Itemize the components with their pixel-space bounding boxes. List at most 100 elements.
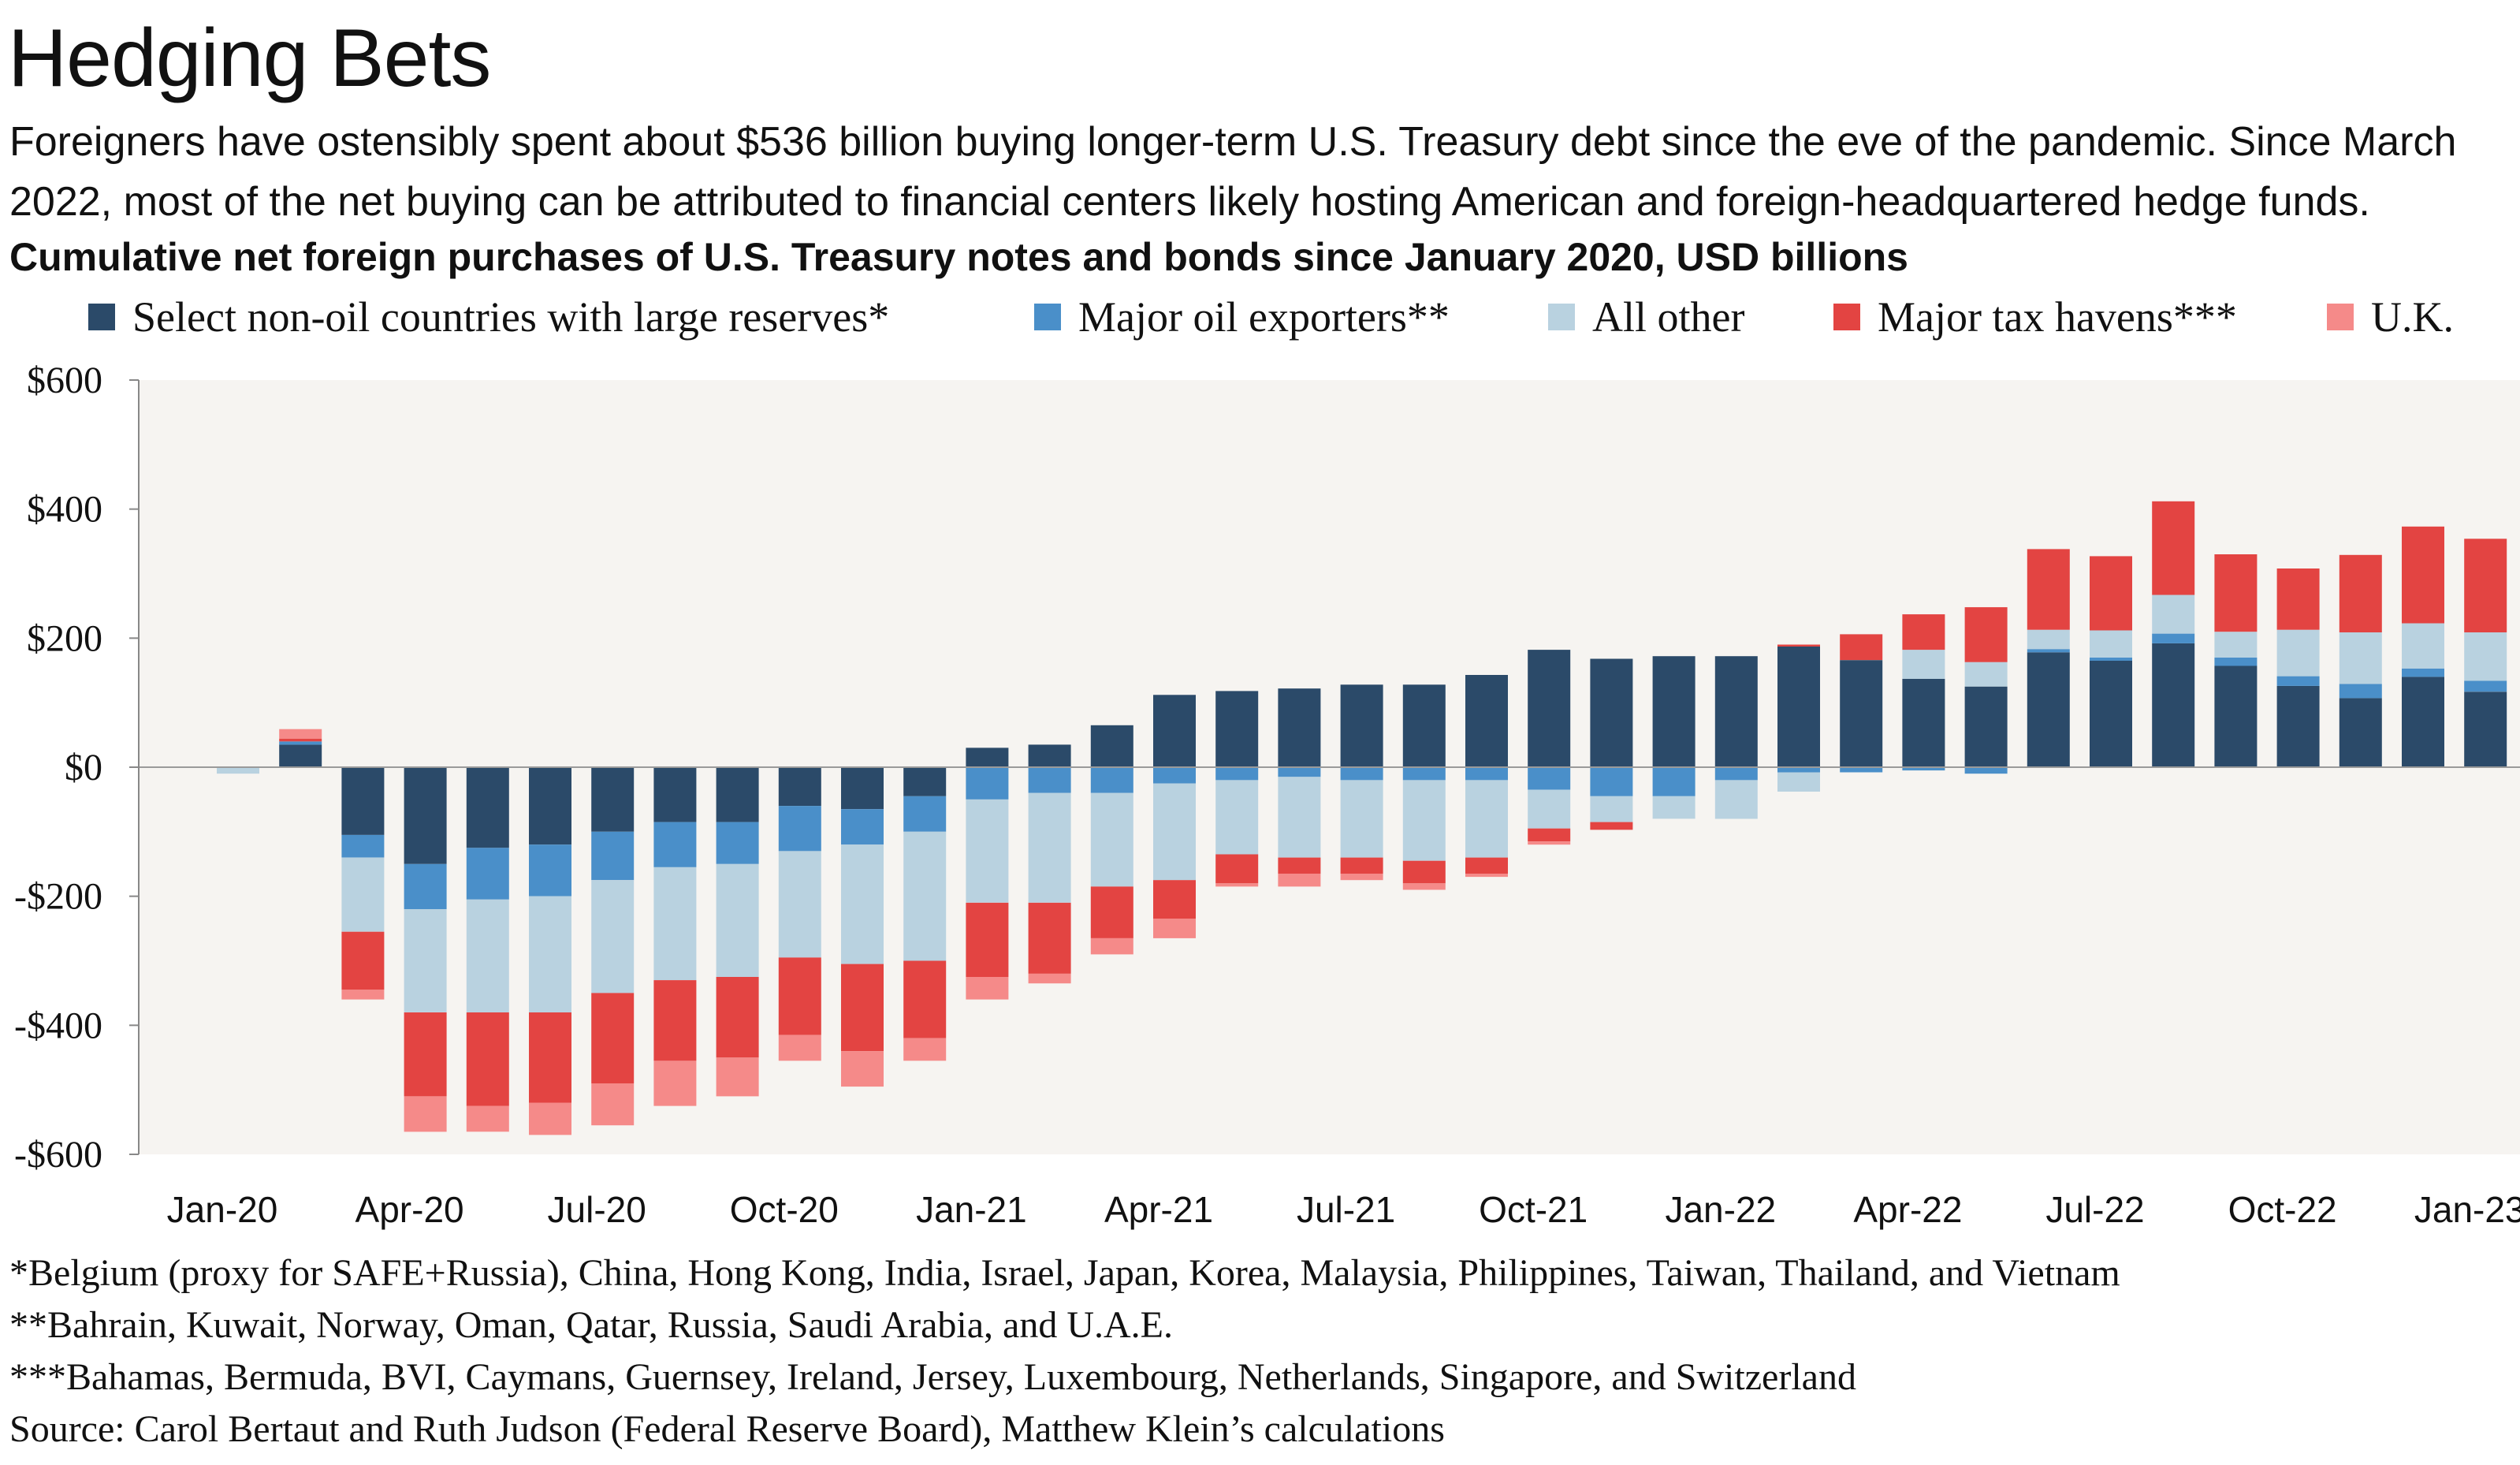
- bar-segment-0-May-22: [1964, 686, 2008, 767]
- bar-segment-3-Sep-21: [1465, 857, 1508, 874]
- bar-segment-4-Apr-20: [404, 1096, 447, 1132]
- bar-segment-1-Sep-21: [1465, 767, 1508, 781]
- bar-segment-3-Feb-21: [1028, 902, 1071, 974]
- bar-segment-4-Jul-21: [1340, 874, 1383, 881]
- bar-segment-3-Apr-21: [1153, 880, 1196, 919]
- y-tick-label: $400: [27, 489, 102, 531]
- bar-segment-2-Sep-22: [2214, 632, 2258, 658]
- bar-segment-3-Nov-21: [1590, 822, 1633, 830]
- y-axis: $600 $400 $200 $0 -$200 -$400 -$600: [14, 360, 139, 1176]
- x-tick-label: Jan-21: [916, 1189, 1027, 1230]
- x-tick-label: Jul-21: [1297, 1189, 1395, 1230]
- bar-segment-1-Oct-21: [1528, 767, 1571, 790]
- bar-segment-1-Dec-20: [903, 796, 947, 832]
- bar-segment-1-Apr-22: [1902, 767, 1945, 771]
- footnote-oil-exporters: **Bahrain, Kuwait, Norway, Oman, Qatar, …: [9, 1304, 1173, 1346]
- x-axis: Jan-20 Apr-20 Jul-20 Oct-20 Jan-21 Apr-21 Jul-…: [167, 1189, 2520, 1230]
- bar-segment-2-Dec-20: [903, 831, 947, 961]
- legend-label-non-oil: Select non-oil countries with large rese…: [132, 293, 890, 341]
- x-tick-label: Jan-20: [167, 1189, 278, 1230]
- bar-segment-2-May-22: [1964, 662, 2008, 687]
- bar-segment-2-May-21: [1215, 780, 1259, 855]
- bar-segment-3-Feb-22: [1777, 644, 1820, 647]
- footnote-non-oil: *Belgium (proxy for SAFE+Russia), China,…: [9, 1252, 2120, 1294]
- bar-segment-2-Mar-21: [1090, 792, 1133, 887]
- bar-segment-4-Jul-20: [591, 1083, 635, 1126]
- bar-segment-1-Sep-20: [716, 822, 759, 864]
- bar-segment-0-Jan-21: [966, 747, 1009, 767]
- bar-segment-3-Feb-20: [279, 739, 322, 742]
- bar-segment-3-Oct-22: [2276, 568, 2320, 630]
- bar-segment-2-Apr-22: [1902, 650, 1945, 679]
- bar-segment-4-Sep-21: [1465, 874, 1508, 878]
- legend-item-tax-havens: Major tax havens***: [1833, 292, 2237, 342]
- bar-segment-3-Aug-20: [653, 980, 697, 1061]
- legend-item-all-other: All other: [1548, 292, 1744, 342]
- bar-segment-4-Jun-21: [1278, 874, 1321, 887]
- bar-segment-3-Jan-21: [966, 902, 1009, 977]
- footnote-tax-havens: ***Bahamas, Bermuda, BVI, Caymans, Guern…: [9, 1356, 1856, 1398]
- bar-segment-3-Oct-20: [778, 957, 821, 1035]
- y-tick-label: $0: [65, 747, 102, 788]
- bar-segment-2-Nov-20: [841, 844, 884, 964]
- bar-segment-0-Oct-21: [1528, 650, 1571, 767]
- y-tick-label: $600: [27, 360, 102, 401]
- bar-segment-1-Nov-22: [2339, 684, 2382, 699]
- bar-segment-0-Jan-22: [1714, 656, 1758, 767]
- bar-segment-3-Aug-21: [1402, 860, 1446, 884]
- bar-segment-0-Jul-22: [2090, 661, 2132, 767]
- bar-segment-1-Aug-21: [1402, 767, 1446, 781]
- bar-segment-0-Sep-21: [1465, 675, 1508, 767]
- bar-segment-4-May-21: [1215, 883, 1259, 887]
- legend-item-oil-exporters: Major oil exporters**: [1034, 292, 1450, 342]
- bar-segment-1-Nov-20: [841, 809, 884, 845]
- bar-segment-2-Sep-21: [1465, 780, 1508, 858]
- chart-title: Hedging Bets: [8, 13, 491, 104]
- y-tick-label: -$400: [14, 1005, 102, 1046]
- bar-segment-0-Mar-21: [1090, 725, 1133, 767]
- bar-segment-2-Apr-21: [1153, 783, 1196, 881]
- x-tick-label: Apr-22: [1853, 1189, 1962, 1230]
- legend-swatch-non-oil: [88, 304, 115, 330]
- bar-segment-3-Oct-21: [1528, 828, 1571, 842]
- bar-segment-4-May-20: [466, 1105, 509, 1132]
- bar-segment-0-Aug-20: [653, 767, 697, 822]
- source-note: Source: Carol Bertaut and Ruth Judson (F…: [9, 1408, 1445, 1450]
- bar-segment-3-Aug-22: [2152, 501, 2195, 595]
- bar-segment-0-Aug-22: [2152, 643, 2195, 767]
- bar-segment-1-Nov-21: [1590, 767, 1633, 796]
- bar-segment-4-Jan-21: [966, 977, 1009, 1000]
- bar-segment-1-Jun-21: [1278, 767, 1321, 777]
- bar-segment-4-Mar-20: [341, 990, 385, 1000]
- bar-segment-0-Aug-21: [1402, 684, 1446, 767]
- bar-segment-0-Apr-22: [1902, 678, 1945, 767]
- bar-segment-0-Jun-21: [1278, 688, 1321, 767]
- bar-segment-3-May-22: [1964, 607, 2008, 662]
- bar-segment-3-Mar-21: [1090, 886, 1133, 938]
- bar-segment-0-Sep-22: [2214, 665, 2258, 767]
- bar-segment-1-May-20: [466, 848, 509, 900]
- bar-segment-3-Jun-21: [1278, 857, 1321, 874]
- y-tick-label: $200: [27, 617, 102, 659]
- bar-segment-1-Jul-22: [2090, 657, 2132, 661]
- legend-swatch-uk: [2327, 304, 2354, 330]
- bar-segment-3-May-20: [466, 1012, 509, 1106]
- bar-segment-4-Nov-20: [841, 1051, 884, 1087]
- bar-segment-1-Dec-22: [2402, 668, 2444, 677]
- bar-segment-0-Dec-20: [903, 767, 947, 796]
- bar-segment-2-Jan-22: [1714, 780, 1758, 819]
- bar-segment-2-Jan-20: [217, 767, 259, 774]
- bar-segment-3-Nov-20: [841, 964, 884, 1052]
- bar-segment-2-May-20: [466, 899, 509, 1012]
- bar-segment-0-Jun-20: [529, 767, 571, 845]
- y-tick-label: -$200: [14, 876, 102, 918]
- bar-segment-2-Mar-20: [341, 857, 385, 932]
- x-tick-label: Apr-21: [1104, 1189, 1213, 1230]
- bar-segment-0-Apr-20: [404, 767, 447, 864]
- bar-segment-2-Jan-21: [966, 799, 1009, 903]
- bar-segment-2-Dec-22: [2402, 623, 2444, 669]
- bar-segment-1-May-21: [1215, 767, 1259, 781]
- bar-segment-1-Jun-22: [2027, 649, 2070, 653]
- bar-segment-2-Nov-22: [2339, 632, 2382, 684]
- bar-segment-2-Apr-20: [404, 909, 447, 1012]
